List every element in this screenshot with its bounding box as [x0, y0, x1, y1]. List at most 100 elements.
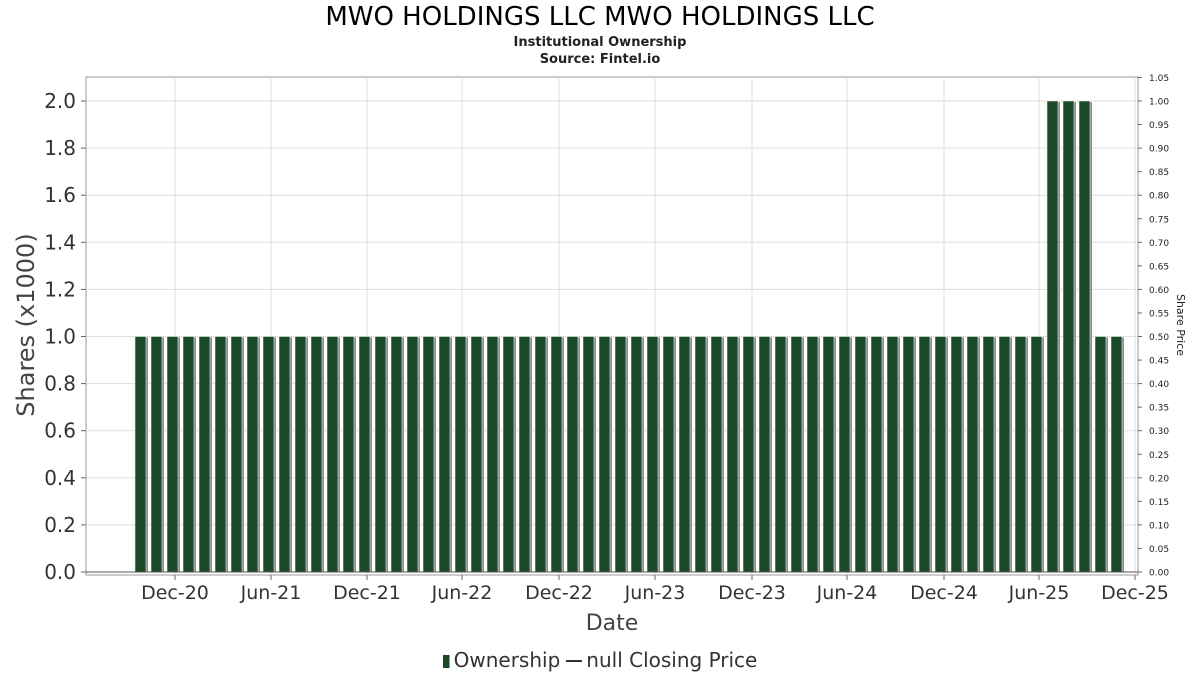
y2-tick-label: 0.85	[1149, 168, 1169, 178]
bar	[614, 336, 627, 573]
chart-legend: Ownership null Closing Price	[0, 648, 1200, 672]
bar	[198, 336, 211, 573]
bar	[214, 336, 227, 573]
bar	[326, 336, 339, 573]
bar	[150, 336, 163, 573]
y2-tick-label: 0.75	[1149, 215, 1169, 225]
bar	[630, 336, 643, 573]
y-tick-label: 0.0	[44, 560, 76, 584]
bar	[230, 336, 243, 573]
x-tick-label: Dec-21	[333, 582, 401, 604]
y2-tick-label: 0.95	[1149, 121, 1169, 131]
bar	[566, 336, 579, 573]
bar	[278, 336, 291, 573]
bar	[726, 336, 739, 573]
bar	[886, 336, 899, 573]
bar	[838, 336, 851, 573]
bar	[598, 336, 611, 573]
y2-tick-label: 0.05	[1149, 545, 1169, 555]
y2-tick-label: 0.70	[1149, 239, 1169, 249]
x-tick-label: Jun-21	[240, 582, 302, 604]
y2-tick-label: 0.25	[1149, 451, 1169, 461]
x-tick-label: Jun-23	[624, 582, 686, 604]
bar	[134, 336, 147, 573]
bar	[1014, 336, 1027, 573]
x-tick-label: Dec-24	[910, 582, 978, 604]
x-tick-label: Dec-25	[1101, 582, 1169, 604]
y2-tick-label: 1.00	[1149, 98, 1169, 108]
x-tick-label: Jun-22	[431, 582, 493, 604]
y-tick-label: 0.6	[44, 419, 76, 443]
bar	[934, 336, 947, 573]
bar	[678, 336, 691, 573]
y2-tick-label: 0.40	[1149, 380, 1169, 390]
bar	[806, 336, 819, 573]
bar	[390, 336, 403, 573]
y2-tick-label: 0.55	[1149, 309, 1169, 319]
bar	[518, 336, 531, 573]
bar	[454, 336, 467, 573]
legend-price: null Closing Price	[586, 648, 758, 672]
bar	[646, 336, 659, 573]
bar	[502, 336, 515, 573]
y2-tick-label: 0.65	[1149, 262, 1169, 272]
bar	[422, 336, 435, 573]
y2-tick-label: 0.50	[1149, 333, 1169, 343]
bar	[310, 336, 323, 573]
bar	[550, 336, 563, 573]
legend-ownership: Ownership	[453, 648, 561, 672]
bar	[342, 336, 355, 573]
y2-tick-label: 0.00	[1149, 569, 1169, 579]
y2-tick-label: 1.05	[1149, 74, 1169, 84]
bar	[774, 336, 787, 573]
chart-subtitle: Institutional Ownership	[513, 35, 687, 50]
y-tick-label: 1.8	[44, 136, 76, 160]
y-axis-label: Shares (x1000)	[12, 233, 40, 416]
x-tick-label: Jun-25	[1008, 582, 1070, 604]
y-tick-label: 0.8	[44, 372, 76, 396]
y2-tick-label: 0.35	[1149, 404, 1169, 414]
bar	[534, 336, 547, 573]
y2-tick-label: 0.20	[1149, 474, 1169, 484]
y2-tick-label: 0.15	[1149, 498, 1169, 508]
bar	[982, 336, 995, 573]
bar	[918, 336, 931, 573]
x-tick-label: Jun-24	[816, 582, 878, 604]
y2-axis-label: Share Price	[1174, 294, 1187, 356]
bar	[870, 336, 883, 573]
y2-tick-label: 0.30	[1149, 427, 1169, 437]
y-tick-label: 1.2	[44, 277, 76, 301]
bar	[438, 336, 451, 573]
x-tick-label: Dec-22	[525, 582, 593, 604]
bar	[470, 336, 483, 573]
bar	[1046, 100, 1059, 573]
y2-tick-label: 0.10	[1149, 521, 1169, 531]
bar	[582, 336, 595, 573]
y-tick-label: 2.0	[44, 89, 76, 113]
bar	[246, 336, 259, 573]
bar	[950, 336, 963, 573]
bar	[294, 336, 307, 573]
y-tick-label: 1.0	[44, 325, 76, 349]
bar	[790, 336, 803, 573]
bar	[166, 336, 179, 573]
bar	[262, 336, 275, 573]
bar	[406, 336, 419, 573]
y-tick-label: 0.4	[44, 466, 76, 490]
bar	[662, 336, 675, 573]
bar	[966, 336, 979, 573]
y2-tick-label: 0.90	[1149, 145, 1169, 155]
bar	[822, 336, 835, 573]
bar	[1062, 100, 1075, 573]
bar	[1110, 336, 1123, 573]
bar	[758, 336, 771, 573]
y2-tick-label: 0.60	[1149, 286, 1169, 296]
bar	[1078, 100, 1091, 573]
y2-tick-label: 0.80	[1149, 192, 1169, 202]
y-tick-label: 1.4	[44, 230, 76, 254]
x-tick-label: Dec-23	[718, 582, 786, 604]
bar	[358, 336, 371, 573]
chart-title: MWO HOLDINGS LLC MWO HOLDINGS LLC	[325, 2, 875, 32]
bar	[486, 336, 499, 573]
